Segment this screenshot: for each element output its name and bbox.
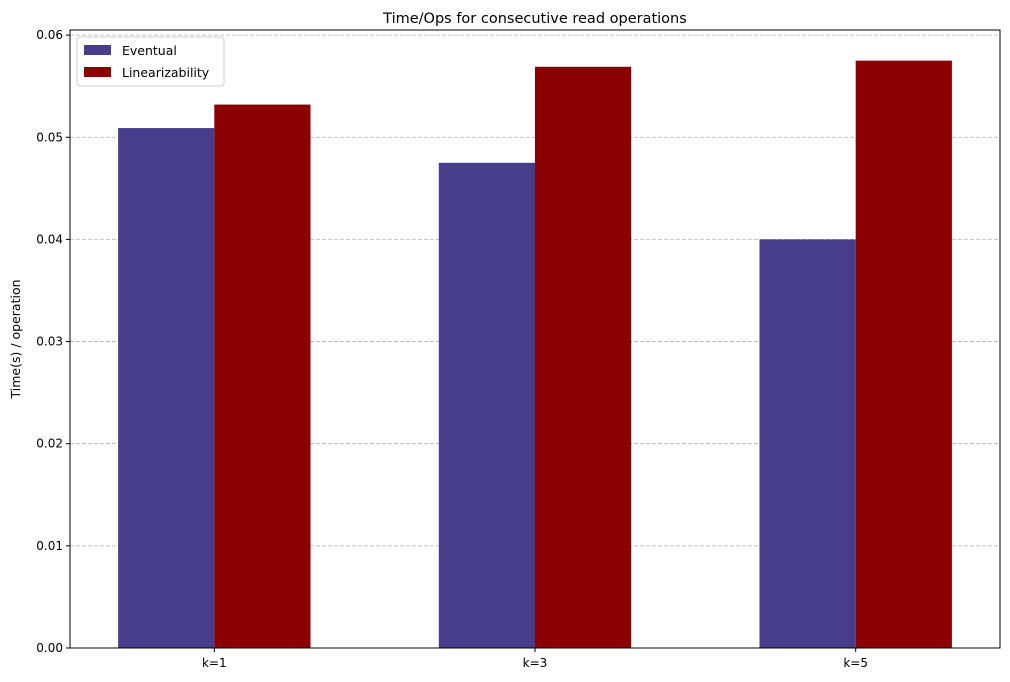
bar-eventual-k1 <box>118 128 215 648</box>
y-tick-label: 0.04 <box>36 232 63 246</box>
y-tick-label: 0.06 <box>36 28 63 42</box>
legend-swatch-linearizability <box>84 67 111 77</box>
bar-eventual-k5 <box>759 239 856 648</box>
bar-linearizability-k1 <box>214 104 311 648</box>
legend-box <box>76 36 225 87</box>
legend: Eventual Linearizability <box>76 36 225 87</box>
x-axis: k=1 k=3 k=5 <box>202 648 868 670</box>
y-tick-label: 0.00 <box>36 641 63 655</box>
x-tick-label: k=1 <box>202 656 227 670</box>
bar-linearizability-k3 <box>535 66 632 648</box>
y-tick-label: 0.01 <box>36 539 63 553</box>
y-tick-label: 0.03 <box>36 335 63 349</box>
chart-title: Time/Ops for consecutive read operations <box>382 11 687 27</box>
legend-label-eventual: Eventual <box>122 43 177 58</box>
x-tick-label: k=5 <box>843 656 868 670</box>
y-tick-label: 0.02 <box>36 437 63 451</box>
x-tick-label: k=3 <box>523 656 548 670</box>
y-tick-label: 0.05 <box>36 130 63 144</box>
bars <box>118 60 952 648</box>
bar-linearizability-k5 <box>855 60 952 648</box>
legend-swatch-eventual <box>84 45 111 55</box>
legend-label-linearizability: Linearizability <box>122 65 210 80</box>
bar-eventual-k3 <box>438 162 535 648</box>
y-axis: 0.00 0.01 0.02 0.03 0.04 0.05 0.06 <box>36 28 70 655</box>
y-axis-label: Time(s) / operation <box>8 279 23 399</box>
